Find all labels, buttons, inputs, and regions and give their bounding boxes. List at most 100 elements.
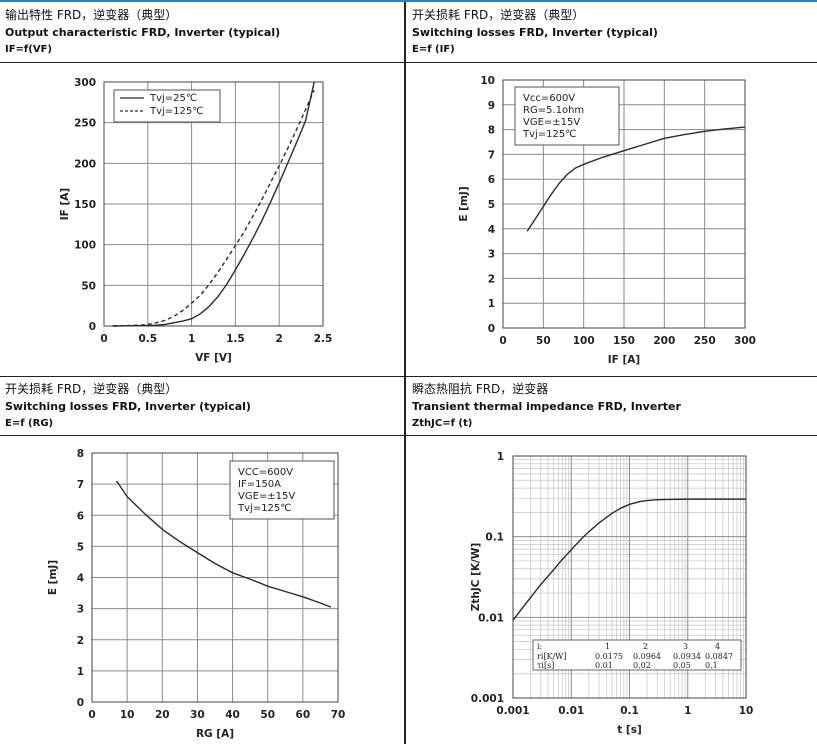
y-axis-label: ZthJC [K/W] — [470, 543, 482, 612]
x-tick-label: 60 — [296, 709, 311, 721]
y-tick-label: 50 — [81, 280, 96, 292]
y-tick-label: 8 — [77, 448, 84, 460]
x-tick-label: 300 — [734, 335, 756, 347]
table-cell: 0.0934 — [673, 652, 701, 661]
panel-1-title-en: Output characteristic FRD, Inverter (typ… — [5, 26, 281, 39]
divider-middle — [0, 376, 817, 377]
chart-output-characteristic: 0 0.5 1 1.5 2 2.5 0 50 100 150 200 250 300 VF [V] IF [… — [59, 77, 332, 364]
y-tick-label: 5 — [488, 199, 495, 211]
annotation-line-1: Vcc=600V — [523, 93, 575, 104]
table-cell: 0.0964 — [633, 652, 661, 661]
x-axis-label: RG [A] — [196, 728, 234, 740]
x-tick-label: 0 — [88, 709, 95, 721]
table-header-cell: 2 — [643, 642, 648, 651]
table-cell: 0.01 — [595, 661, 613, 670]
chart-switching-losses-if: 0 50 100 150 200 250 300 0 1 2 3 4 5 6 7 8 9 10 IF [A] E [m… — [458, 75, 756, 366]
annotation-line-3: VGE=±15V — [238, 491, 295, 502]
table-header-cell: 3 — [683, 642, 688, 651]
legend-entry-2: Tvj=125℃ — [149, 106, 204, 117]
y-tick-label: 0 — [77, 697, 84, 709]
x-tick-label: 0 — [499, 335, 506, 347]
y-tick-label: 4 — [488, 224, 495, 236]
y-tick-label: 300 — [74, 77, 96, 89]
x-tick-label: 1.5 — [226, 333, 245, 345]
y-tick-label: 0.001 — [471, 693, 504, 705]
panel-1-title-cn: 输出特性 FRD，逆变器（典型） — [5, 8, 178, 22]
series-line-1 — [512, 498, 746, 621]
x-axis-label: t [s] — [617, 724, 642, 736]
y-tick-label: 7 — [488, 149, 495, 161]
x-tick-label: 0.1 — [620, 705, 639, 717]
y-tick-label: 0 — [488, 323, 495, 335]
panel-1-formula: IF=f(VF) — [5, 44, 52, 55]
series-line-1 — [526, 126, 746, 232]
y-tick-label: 1 — [488, 298, 495, 310]
plot-frame — [91, 452, 339, 703]
table-cell: ri[K/W] — [537, 652, 567, 661]
x-axis-label: IF [A] — [608, 354, 640, 366]
annotation-box — [514, 86, 620, 146]
x-tick-label: 1 — [684, 705, 691, 717]
x-tick-label: 0.01 — [558, 705, 584, 717]
x-tick-label: 50 — [260, 709, 275, 721]
table-header-cell: 4 — [715, 642, 720, 651]
panel-3-title-cn: 开关损耗 FRD，逆变器（典型） — [5, 382, 178, 396]
series-line-1 — [116, 480, 332, 608]
y-tick-label: 8 — [488, 125, 495, 137]
y-tick-label: 9 — [488, 100, 495, 112]
panel-2-title-cn: 开关损耗 FRD，逆变器（典型） — [412, 8, 585, 22]
chart-transient-thermal-impedance: 0.001 0.01 0.1 1 10 0.001 0.01 0.1 1 t [s] ZthJC [… — [470, 451, 754, 736]
series-line-1 — [112, 81, 315, 327]
divider-top-row — [0, 62, 817, 63]
y-axis-label: IF [A] — [59, 188, 71, 220]
x-tick-label: 10 — [120, 709, 135, 721]
y-tick-label: 0.01 — [478, 612, 504, 624]
x-tick-label: 70 — [331, 709, 346, 721]
divider-bottom-row — [0, 435, 817, 436]
legend-box — [113, 89, 221, 123]
series-line-2 — [112, 89, 315, 327]
panel-4-title-cn: 瞬态热阻抗 FRD，逆变器 — [412, 382, 549, 396]
y-tick-label: 200 — [74, 158, 96, 170]
x-tick-label: 0.5 — [138, 333, 157, 345]
y-axis-label: E [mJ] — [47, 560, 59, 595]
x-tick-label: 200 — [653, 335, 675, 347]
x-tick-label: 2 — [276, 333, 283, 345]
y-tick-label: 0.1 — [485, 532, 504, 544]
table-cell: 0.0847 — [705, 652, 733, 661]
annotation-box — [229, 460, 335, 520]
table-cell: 0.0175 — [595, 652, 623, 661]
annotation-line-2: RG=5.1ohm — [523, 105, 584, 116]
y-tick-label: 6 — [77, 510, 84, 522]
plot-frame — [512, 455, 747, 699]
panel-4-title-en: Transient thermal impedance FRD, Inverte… — [412, 400, 681, 413]
annotation-line-4: Tvj=125℃ — [522, 129, 577, 140]
x-tick-label: 40 — [225, 709, 240, 721]
y-axis-label: E [mJ] — [458, 186, 470, 221]
y-tick-label: 0 — [89, 321, 96, 333]
y-tick-label: 1 — [77, 666, 84, 678]
x-tick-label: 150 — [613, 335, 635, 347]
y-tick-label: 2 — [77, 635, 84, 647]
x-tick-label: 50 — [536, 335, 551, 347]
y-tick-label: 3 — [488, 249, 495, 261]
x-tick-label: 10 — [739, 705, 754, 717]
legend-entry-1: Tvj=25℃ — [149, 93, 197, 104]
y-tick-label: 4 — [77, 573, 84, 585]
table-cell: τi[s] — [537, 661, 554, 670]
x-tick-label: 0.001 — [496, 705, 529, 717]
vertical-divider — [404, 2, 406, 744]
panel-2-title-en: Switching losses FRD, Inverter (typical) — [412, 26, 658, 39]
x-tick-label: 30 — [190, 709, 205, 721]
panel-3-title-en: Switching losses FRD, Inverter (typical) — [5, 400, 251, 413]
y-tick-label: 2 — [488, 273, 495, 285]
x-tick-label: 1 — [188, 333, 195, 345]
y-tick-label: 150 — [74, 199, 96, 211]
table-header-cell: i: — [537, 642, 542, 651]
table-cell: 0.05 — [673, 661, 691, 670]
y-tick-label: 7 — [77, 479, 84, 491]
y-tick-label: 10 — [480, 75, 495, 87]
x-axis-label: VF [V] — [195, 352, 232, 364]
y-tick-label: 3 — [77, 604, 84, 616]
table-header-cell: 1 — [605, 642, 610, 651]
